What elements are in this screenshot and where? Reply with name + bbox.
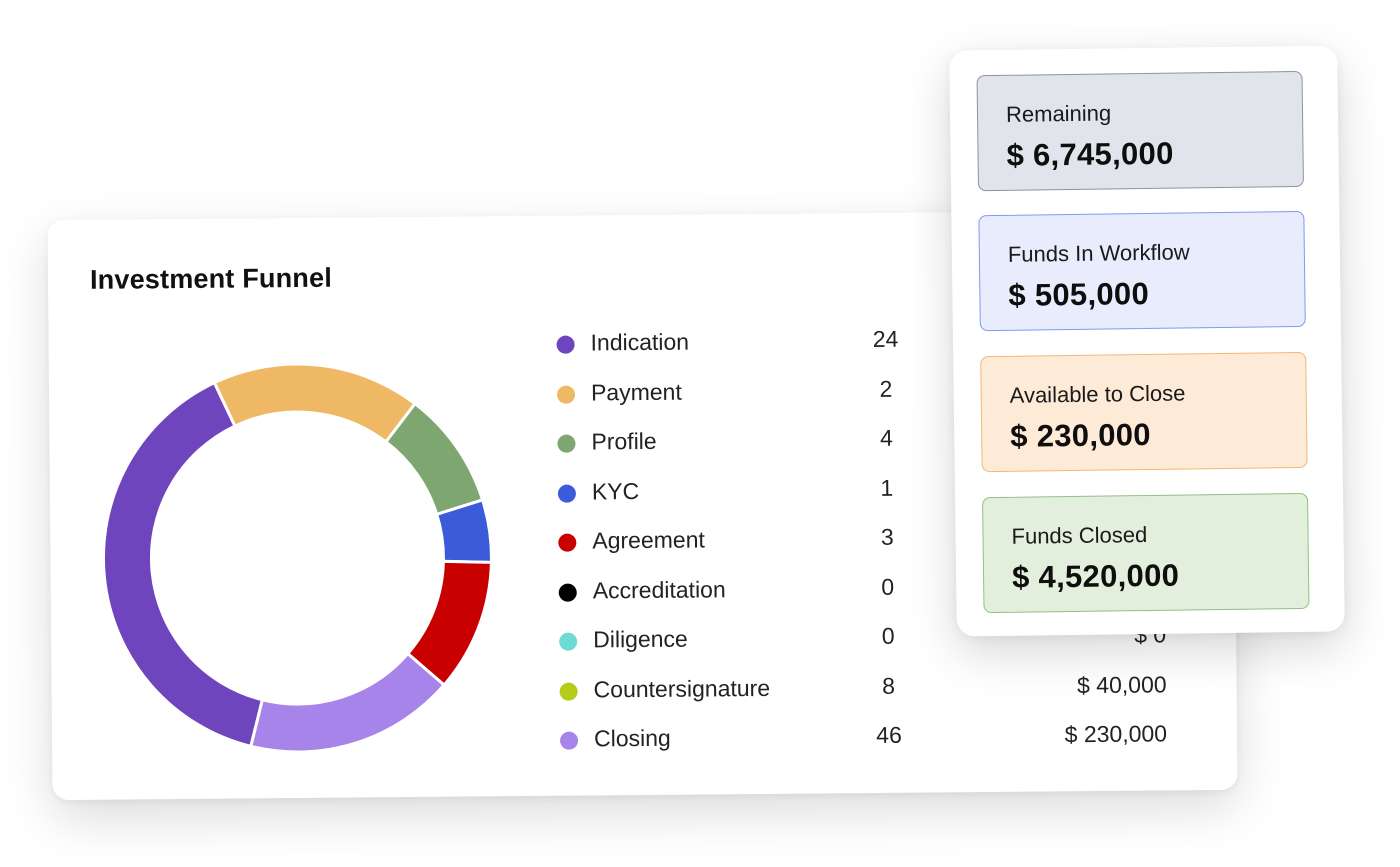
funds-in-workflow-stat: Funds In Workflow $ 505,000 [978,210,1306,332]
stage-name: Payment [590,378,682,405]
stage-name: Diligence [593,625,688,653]
funds-closed-stat: Funds Closed $ 4,520,000 [982,492,1310,614]
stage-name: Closing [593,724,671,752]
legend-dot-payment [556,385,576,404]
funds-in-workflow-label: Funds In Workflow [1007,239,1190,267]
donut-slice-closing [249,651,447,754]
stage-count: 3 [880,523,894,550]
legend-dot-closing [559,731,579,750]
legend-dot-countersignature [559,682,578,701]
donut-svg [101,362,493,754]
stage-count: 24 [872,325,899,352]
legend-dot-profile [557,434,576,453]
stage-name: Indication [590,328,690,356]
stage-count: 46 [876,721,902,748]
stage-count: 4 [879,424,893,451]
stage-name: Agreement [592,526,705,554]
legend-row-closing: Closing 46 $ 230,000 [557,714,1177,769]
funds-closed-label: Funds Closed [1011,522,1148,549]
investment-funnel-card: Investment Funnel Indication 24 Payment 2 Pr… [47,209,1238,801]
stage-amount: $ 40,000 [1076,670,1167,698]
funds-closed-value: $ 4,520,000 [1011,557,1180,595]
legend-dot-indication [556,335,575,354]
remaining-value: $ 6,745,000 [1006,135,1174,173]
stage-count: 0 [881,622,895,649]
legend-dot-agreement [558,533,577,552]
available-to-close-stat: Available to Close $ 230,000 [980,351,1308,473]
donut-slice-payment [212,362,418,444]
available-to-close-label: Available to Close [1009,380,1186,408]
stage-count: 1 [880,474,894,501]
stage-count: 2 [879,375,893,402]
legend-row-countersignature: Countersignature 8 $ 40,000 [556,665,1176,720]
stage-amount: $ 230,000 [1064,720,1168,748]
legend-dot-diligence [559,632,578,651]
stage-count: 0 [881,573,895,600]
stage-name: Accreditation [592,575,726,603]
remaining-stat: Remaining $ 6,745,000 [976,70,1304,192]
funnel-donut-chart [101,361,494,754]
donut-slice-indication [101,380,265,749]
funds-in-workflow-value: $ 505,000 [1008,275,1150,313]
remaining-label: Remaining [1005,100,1112,127]
funnel-title: Investment Funnel [89,262,333,295]
funds-summary-card: Remaining $ 6,745,000 Funds In Workflow … [949,45,1345,637]
legend-dot-kyc [557,484,576,503]
stage-count: 8 [882,672,896,699]
stage-name: KYC [591,477,640,504]
legend-dot-accreditation [558,583,577,602]
stage-name: Countersignature [593,674,771,702]
available-to-close-value: $ 230,000 [1010,416,1152,454]
stage-name: Profile [591,427,657,455]
